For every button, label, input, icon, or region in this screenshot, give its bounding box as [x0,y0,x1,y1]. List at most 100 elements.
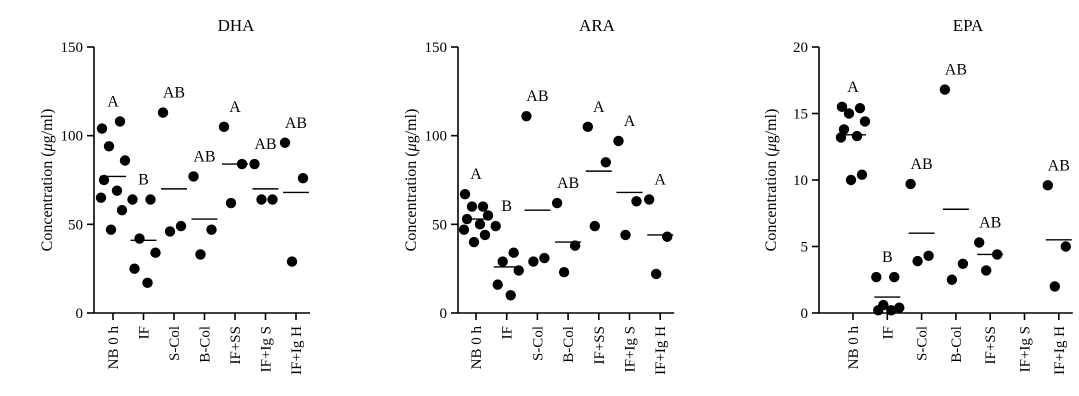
x-tick-label: IF+SS [228,326,244,364]
y-tick-label: 0 [440,306,448,322]
data-point [974,237,985,248]
data-point [286,256,298,267]
data-point [114,116,126,127]
data-point [873,305,884,316]
data-point [905,178,916,190]
data-point [105,224,117,235]
data-point [150,247,161,258]
data-point [474,219,486,230]
data-point [957,258,969,269]
x-tick-label: IF+Ig H [653,326,669,375]
data-point [912,255,923,267]
chart-1: ARA 0 50 100 150 Concentration (μg/ml) NB 0 h A… [403,16,675,375]
data-point [458,224,470,235]
data-point [894,302,905,313]
data-point [477,201,489,212]
y-tick-label: 50 [432,217,447,233]
data-point [459,188,471,200]
data-point [103,141,115,152]
y-tick-label: 15 [793,107,808,123]
data-point [582,121,593,132]
data-point [613,135,624,147]
group-label: B [501,198,512,215]
y-tick-label: 50 [68,217,83,233]
data-point [631,196,642,207]
data-point [558,267,570,278]
data-point [256,194,267,205]
data-point [662,231,673,242]
y-axis-label: Concentration (μg/ml) [39,109,56,252]
data-point [923,250,934,262]
y-axis-label: Concentration (μg/ml) [763,109,780,252]
group-label: A [654,172,666,189]
x-tick-label: IF [137,326,153,339]
x-tick-label: IF+Ig H [1052,326,1068,375]
data-point [505,290,516,301]
y-tick-label: 10 [793,173,808,189]
x-tick-label: IF+SS [983,326,999,364]
data-point [482,210,494,221]
data-point [845,174,857,186]
x-tick-label: NB 0 h [106,326,122,370]
x-tick-label: NB 0 h [469,326,485,370]
data-point [267,194,278,205]
chart-0: DHA 0 50 100 150 Concentration (μg/ml) NB 0 h A… [39,16,310,375]
x-tick-label: S-Col [915,326,931,361]
data-point [528,256,539,267]
data-point [946,274,958,285]
y-tick-label: 100 [425,129,448,145]
data-point [111,185,123,196]
data-point [98,174,110,186]
data-point [886,305,897,316]
data-point [620,229,631,241]
data-point [1042,180,1054,191]
y-tick-label: 5 [801,240,809,256]
x-tick-label: S-Col [167,326,183,361]
data-point [644,194,655,205]
data-point [492,279,503,290]
chart-title: DHA [218,16,256,35]
data-point [854,102,866,114]
y-tick-label: 150 [61,40,84,56]
group-label: A [593,99,605,116]
data-point [497,256,508,267]
data-point [851,130,863,142]
data-point [651,268,662,280]
data-point [206,224,217,235]
data-point [195,249,206,260]
data-point [539,252,550,264]
data-point [116,204,128,216]
data-point [508,247,519,258]
data-point [129,263,140,274]
y-axis-label: Concentration (μg/ml) [403,109,420,252]
data-point [859,116,871,127]
data-point [225,197,237,209]
group-label: A [470,166,482,183]
chart-title: ARA [579,16,616,35]
group-label: AB [285,115,307,132]
group-label: A [847,79,859,96]
data-point [569,240,581,251]
group-label: AB [910,156,932,173]
x-tick-label: B-Col [561,326,577,363]
x-tick-label: NB 0 h [846,326,862,370]
group-label: AB [1048,157,1070,174]
data-point [145,194,156,205]
data-point [95,192,107,203]
group-label: A [107,93,119,110]
data-point [466,201,478,212]
data-point [838,124,850,135]
chart-title: EPA [953,16,984,35]
chart-2: EPA 0 5 10 15 20 Concentration (μg/ml) NB 0 h A I… [763,16,1073,375]
data-point [490,220,501,232]
data-point [297,173,309,184]
group-label: AB [979,215,1001,232]
group-label: AB [945,62,967,79]
data-point [142,277,153,289]
y-tick-label: 0 [76,306,84,322]
group-label: AB [254,136,276,153]
x-tick-label: S-Col [530,326,546,361]
data-point [939,84,951,95]
x-tick-label: B-Col [949,326,965,363]
